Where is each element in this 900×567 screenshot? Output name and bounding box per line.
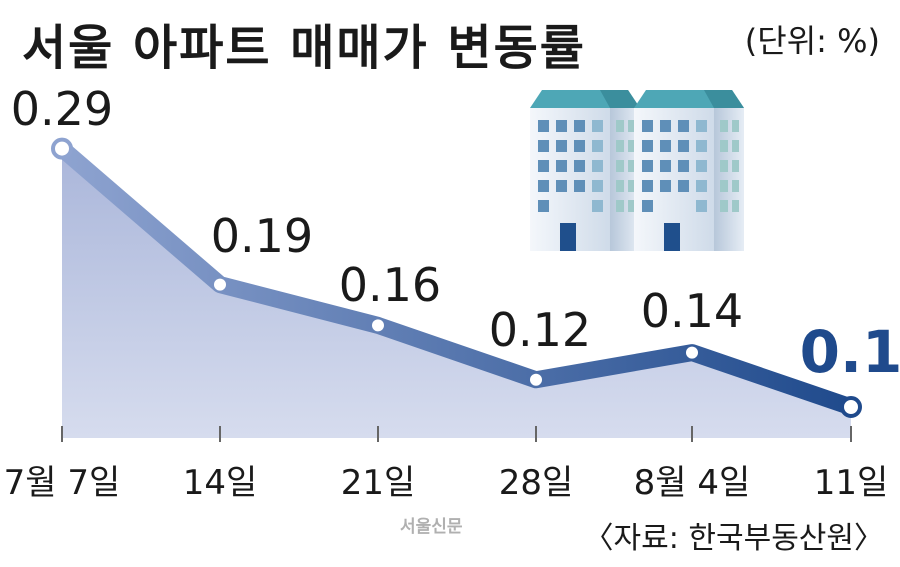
- x-tick-label: 21일: [341, 463, 416, 503]
- x-tick-label: 11일: [814, 463, 889, 503]
- data-label: 0.12: [489, 303, 591, 357]
- data-label: 0.1: [800, 318, 900, 386]
- data-point: [530, 373, 542, 386]
- data-point: [840, 396, 862, 418]
- data-label: 0.14: [641, 284, 743, 338]
- chart-title: 서울 아파트 매매가 변동률: [22, 20, 586, 76]
- data-points: [51, 137, 862, 418]
- publisher-credit: 서울신문: [400, 517, 463, 537]
- x-tick-label: 7월 7일: [4, 463, 121, 503]
- data-label: 0.16: [339, 258, 441, 312]
- series-polyline: [53, 140, 860, 416]
- source-note: 〈자료: 한국부동산원〉: [583, 521, 884, 556]
- series-line: [53, 140, 860, 416]
- data-labels: 0.29 0.19 0.16 0.12 0.14 0.1: [11, 82, 900, 386]
- data-label: 0.29: [11, 82, 113, 136]
- x-tick-label: 28일: [499, 463, 574, 503]
- x-axis-labels: 7월 7일 14일 21일 28일 8월 4일 11일: [4, 463, 889, 503]
- apartment-building-icon: [530, 90, 744, 251]
- unit-label: (단위: %): [744, 22, 880, 60]
- data-point: [214, 278, 226, 291]
- x-tick-label: 8월 4일: [634, 463, 751, 503]
- data-point: [686, 346, 698, 359]
- x-axis-ticks: [61, 426, 852, 442]
- data-point: [372, 319, 384, 332]
- data-label: 0.19: [211, 209, 313, 263]
- x-tick-label: 14일: [183, 463, 258, 503]
- data-point: [51, 137, 73, 160]
